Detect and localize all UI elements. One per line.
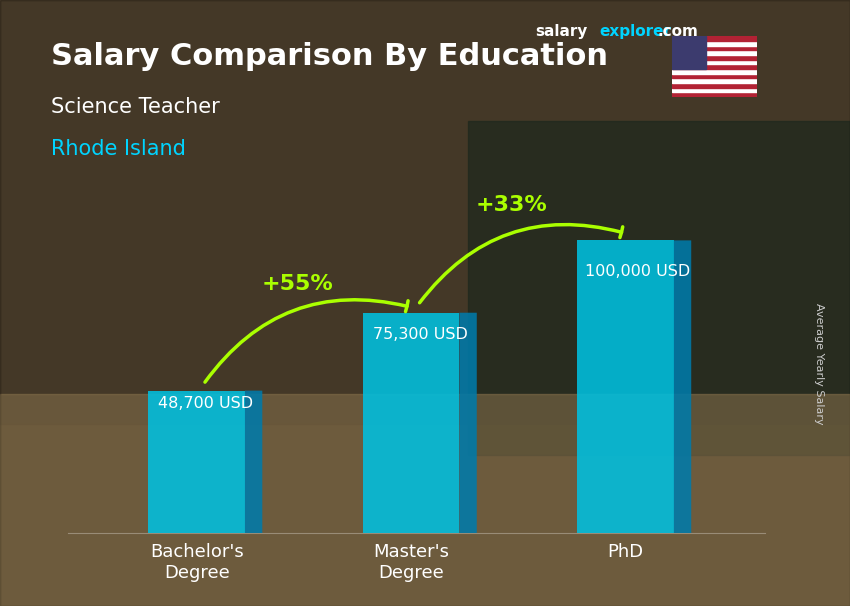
Bar: [0, 0, 850, 424]
Text: +55%: +55%: [262, 275, 333, 295]
Text: 75,300 USD: 75,300 USD: [372, 327, 468, 342]
Bar: [672, 45, 756, 50]
Text: Rhode Island: Rhode Island: [51, 139, 186, 159]
Text: Science Teacher: Science Teacher: [51, 97, 220, 117]
Polygon shape: [674, 241, 691, 533]
Bar: [672, 83, 756, 88]
Polygon shape: [577, 241, 674, 533]
Bar: [0, 394, 850, 606]
Polygon shape: [363, 313, 459, 533]
Polygon shape: [459, 313, 477, 533]
Text: 100,000 USD: 100,000 USD: [585, 264, 690, 279]
Text: 48,700 USD: 48,700 USD: [158, 396, 253, 411]
Bar: [672, 78, 756, 83]
Bar: [672, 88, 756, 92]
Bar: [672, 50, 756, 55]
Text: explorer: explorer: [599, 24, 672, 39]
Bar: [468, 121, 850, 454]
Bar: [672, 69, 756, 74]
Bar: [672, 64, 756, 69]
Polygon shape: [149, 391, 245, 533]
Bar: [672, 36, 705, 69]
Bar: [672, 41, 756, 45]
Text: .com: .com: [657, 24, 698, 39]
Bar: [672, 36, 756, 41]
Bar: [672, 74, 756, 78]
Text: salary: salary: [536, 24, 588, 39]
Text: +33%: +33%: [476, 195, 547, 215]
Bar: [672, 55, 756, 59]
Bar: [672, 92, 756, 97]
Bar: [672, 59, 756, 64]
Text: Salary Comparison By Education: Salary Comparison By Education: [51, 42, 608, 72]
Polygon shape: [245, 391, 263, 533]
Text: Average Yearly Salary: Average Yearly Salary: [814, 303, 824, 424]
